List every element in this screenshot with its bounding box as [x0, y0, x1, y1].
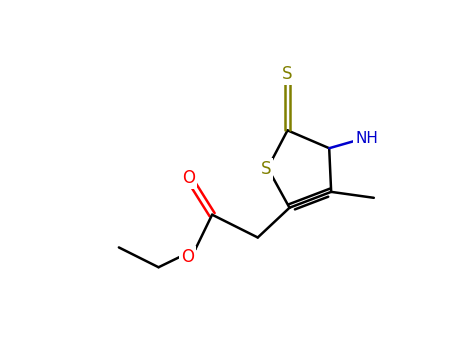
Text: O: O: [182, 169, 195, 187]
Text: S: S: [282, 65, 293, 83]
Text: NH: NH: [355, 131, 378, 146]
Text: O: O: [181, 248, 194, 266]
Text: S: S: [260, 160, 271, 178]
